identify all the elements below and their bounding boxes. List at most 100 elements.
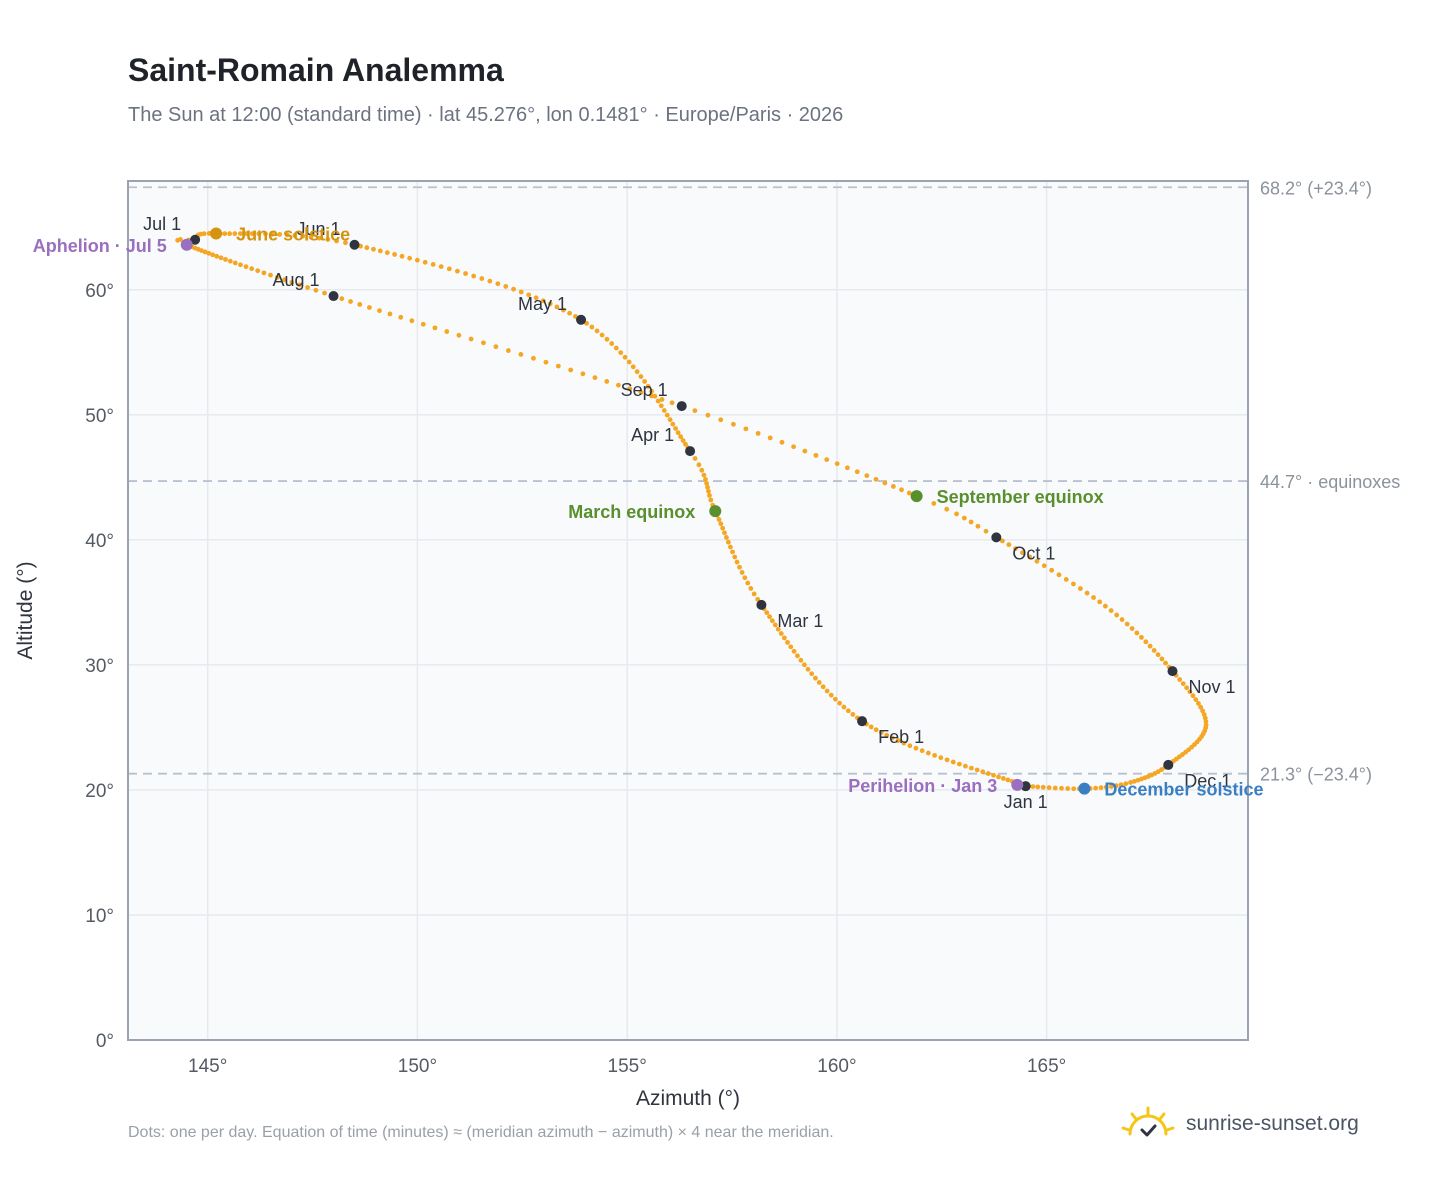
daily-sun-dot bbox=[1143, 639, 1149, 645]
daily-sun-dot bbox=[364, 245, 370, 251]
daily-sun-dot bbox=[218, 255, 224, 261]
daily-sun-dot bbox=[407, 255, 413, 261]
daily-sun-dot bbox=[622, 354, 628, 360]
daily-sun-dot bbox=[1151, 648, 1157, 653]
month-label: Feb 1 bbox=[878, 727, 924, 747]
daily-sun-dot bbox=[398, 314, 404, 320]
daily-sun-dot bbox=[816, 680, 822, 685]
daily-sun-dot bbox=[704, 481, 710, 486]
month-label: Dec 1 bbox=[1184, 771, 1231, 791]
daily-sun-dot bbox=[249, 231, 255, 237]
daily-sun-dot bbox=[938, 755, 944, 761]
daily-sun-dot bbox=[764, 610, 770, 616]
daily-sun-dot bbox=[675, 430, 681, 436]
month-label: Jul 1 bbox=[143, 214, 181, 234]
daily-sun-dot bbox=[1027, 554, 1033, 560]
daily-sun-dot bbox=[627, 386, 633, 392]
daily-sun-dot bbox=[289, 279, 295, 285]
daily-sun-dot bbox=[371, 246, 376, 252]
daily-sun-dot bbox=[706, 488, 711, 494]
daily-sun-dot bbox=[692, 408, 698, 414]
brand-logo[interactable]: sunrise-sunset.org bbox=[1120, 1104, 1359, 1144]
daily-sun-dot bbox=[268, 272, 273, 278]
daily-sun-dot bbox=[313, 287, 319, 293]
daily-sun-dot bbox=[751, 591, 757, 597]
daily-sun-dot bbox=[618, 350, 624, 356]
daily-sun-dot bbox=[409, 318, 415, 324]
daily-sun-dot bbox=[511, 286, 516, 292]
daily-sun-dot bbox=[308, 234, 314, 240]
daily-sun-dot bbox=[1052, 785, 1058, 791]
daily-sun-dot bbox=[325, 237, 331, 242]
daily-sun-dot bbox=[925, 750, 931, 756]
daily-sun-dot bbox=[1013, 546, 1018, 551]
daily-sun-dot bbox=[604, 336, 610, 342]
month-marker bbox=[676, 401, 687, 412]
daily-sun-dot bbox=[919, 748, 925, 754]
daily-sun-dot bbox=[850, 711, 856, 717]
daily-sun-dot bbox=[282, 277, 287, 283]
y-tick-label: 20° bbox=[85, 781, 114, 802]
daily-sun-dot bbox=[1091, 595, 1096, 600]
daily-sun-dot bbox=[377, 248, 383, 254]
daily-sun-dot bbox=[316, 235, 322, 241]
daily-sun-dot bbox=[781, 635, 787, 641]
daily-sun-dot bbox=[769, 618, 775, 624]
daily-sun-dot bbox=[493, 344, 499, 350]
daily-sun-dot bbox=[533, 295, 539, 301]
daily-sun-dot bbox=[778, 631, 784, 636]
daily-sun-dot bbox=[432, 325, 438, 331]
daily-sun-dot bbox=[463, 271, 468, 276]
daily-sun-dot bbox=[813, 452, 819, 458]
x-tick-label: 165° bbox=[1027, 1056, 1066, 1077]
daily-sun-dot bbox=[638, 390, 644, 395]
month-label: May 1 bbox=[518, 294, 567, 314]
daily-sun-dot bbox=[503, 284, 509, 289]
daily-sun-dot bbox=[791, 648, 797, 654]
month-marker bbox=[576, 314, 587, 325]
daily-sun-dot bbox=[703, 477, 708, 482]
daily-sun-dot bbox=[1131, 778, 1137, 784]
daily-sun-dot bbox=[206, 250, 212, 256]
daily-sun-dot bbox=[844, 465, 850, 471]
daily-sun-dot bbox=[683, 441, 688, 447]
daily-sun-dot bbox=[813, 675, 818, 681]
daily-sun-dot bbox=[210, 252, 216, 258]
daily-sun-dot bbox=[1108, 608, 1114, 613]
chart-title: Saint-Romain Analemma bbox=[128, 52, 504, 88]
y-tick-label: 30° bbox=[85, 656, 114, 677]
event-label: Perihelion · Jan 3 bbox=[848, 776, 997, 796]
daily-sun-dot bbox=[202, 249, 208, 255]
daily-sun-dot bbox=[737, 564, 742, 570]
daily-sun-dot bbox=[701, 472, 707, 478]
brand-name: sunrise-sunset.org bbox=[1186, 1112, 1359, 1135]
daily-sun-dot bbox=[256, 231, 262, 237]
daily-sun-dot bbox=[824, 457, 830, 462]
daily-sun-dot bbox=[890, 484, 896, 489]
daily-sun-dot bbox=[772, 622, 778, 628]
daily-sun-dot bbox=[1108, 784, 1114, 789]
daily-sun-dot bbox=[1077, 586, 1083, 591]
daily-sun-dot bbox=[901, 740, 907, 746]
daily-sun-dot bbox=[609, 341, 615, 346]
daily-sun-dot bbox=[232, 231, 238, 237]
daily-sun-dot bbox=[767, 435, 773, 441]
daily-sun-dot bbox=[775, 626, 781, 632]
daily-sun-dot bbox=[956, 761, 962, 767]
daily-sun-dot bbox=[739, 570, 745, 575]
month-marker bbox=[349, 239, 360, 250]
daily-sun-dot bbox=[1071, 581, 1076, 587]
daily-sun-dot bbox=[716, 517, 722, 522]
daily-sun-dot bbox=[745, 580, 751, 586]
daily-sun-dot bbox=[742, 575, 748, 581]
daily-sun-dot bbox=[913, 745, 919, 751]
daily-sun-dot bbox=[950, 759, 956, 765]
daily-sun-dot bbox=[968, 519, 974, 525]
daily-sun-dot bbox=[322, 290, 327, 296]
daily-sun-dot bbox=[788, 644, 794, 650]
daily-sun-dot bbox=[974, 767, 980, 773]
daily-sun-dot bbox=[638, 374, 644, 379]
daily-sun-dot bbox=[868, 724, 874, 730]
daily-sun-dot bbox=[1000, 538, 1005, 544]
